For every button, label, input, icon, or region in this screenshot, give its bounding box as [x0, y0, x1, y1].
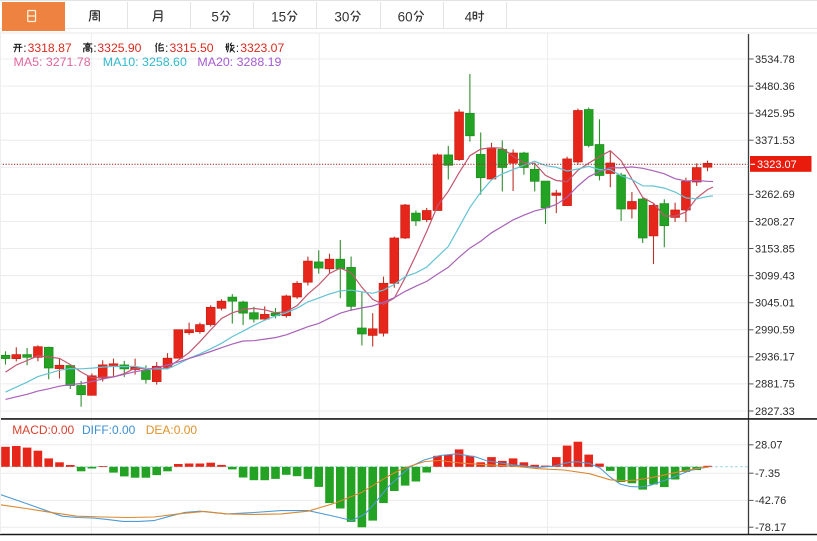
svg-text:4: 4: [465, 10, 473, 25]
svg-text:-42.76: -42.76: [755, 495, 786, 507]
svg-text:3153.85: 3153.85: [755, 243, 795, 255]
svg-text:5: 5: [211, 10, 219, 25]
svg-text:3371.53: 3371.53: [755, 135, 795, 147]
svg-text:3325.90: 3325.90: [97, 41, 141, 55]
svg-text:30: 30: [334, 10, 349, 25]
svg-text:3323.07: 3323.07: [757, 159, 797, 171]
svg-text:2936.17: 2936.17: [755, 352, 795, 364]
svg-text:15: 15: [271, 10, 286, 25]
svg-text:3315.50: 3315.50: [170, 41, 214, 55]
svg-text::: :: [236, 41, 239, 55]
svg-text:28.07: 28.07: [755, 440, 783, 452]
svg-text:3425.95: 3425.95: [755, 108, 795, 120]
svg-text:3323.07: 3323.07: [240, 41, 284, 55]
svg-text:3099.43: 3099.43: [755, 270, 795, 282]
svg-text:DIFF:0.00: DIFF:0.00: [82, 423, 136, 437]
svg-text:MA20: 3288.19: MA20: 3288.19: [197, 55, 281, 69]
svg-text:60: 60: [398, 10, 413, 25]
svg-text:2990.59: 2990.59: [755, 325, 795, 337]
svg-text:-78.17: -78.17: [755, 522, 786, 534]
svg-text:2827.33: 2827.33: [755, 406, 795, 418]
svg-text:MA5: 3271.78: MA5: 3271.78: [14, 55, 91, 69]
svg-text:2881.75: 2881.75: [755, 379, 795, 391]
svg-text:DEA:0.00: DEA:0.00: [146, 423, 198, 437]
svg-text::: :: [93, 41, 96, 55]
svg-text:3534.78: 3534.78: [755, 54, 795, 66]
svg-text:-7.35: -7.35: [755, 468, 780, 480]
svg-text::: :: [23, 41, 26, 55]
svg-text:3480.36: 3480.36: [755, 81, 795, 93]
svg-text:3262.69: 3262.69: [755, 189, 795, 201]
svg-text:3045.01: 3045.01: [755, 298, 795, 310]
svg-text:MA10: 3258.60: MA10: 3258.60: [103, 55, 187, 69]
svg-text:MACD:0.00: MACD:0.00: [12, 423, 74, 437]
svg-text:3318.87: 3318.87: [28, 41, 72, 55]
svg-text::: :: [165, 41, 168, 55]
svg-text:3208.27: 3208.27: [755, 216, 795, 228]
